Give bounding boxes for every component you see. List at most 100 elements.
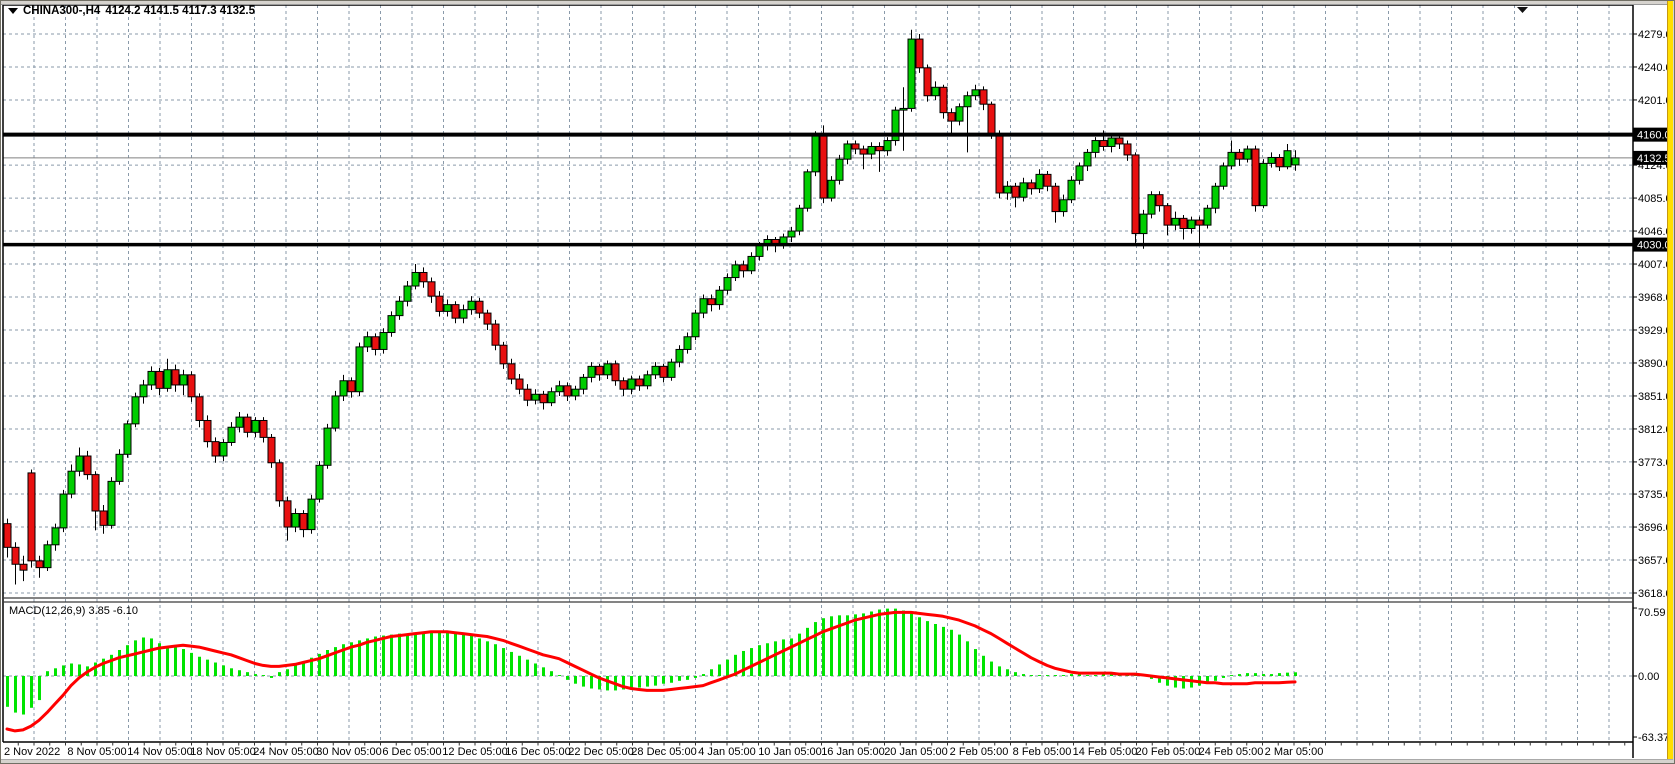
bull-candle-body <box>907 38 916 109</box>
bull-candle-body <box>1091 140 1100 153</box>
time-axis-label: 2 Mar 05:00 <box>1265 746 1324 758</box>
time-axis-label: 28 Dec 05:00 <box>631 746 696 758</box>
bull-candle-body <box>1203 207 1212 226</box>
bull-candle-body <box>1259 162 1268 207</box>
price-axis-label: 3812.0 <box>1638 424 1672 436</box>
price-axis-label: 4279.0 <box>1638 29 1672 41</box>
bear-candle-body <box>819 134 828 199</box>
bear-candle-body <box>35 560 44 569</box>
bear-candle-body <box>1027 182 1036 190</box>
bull-candle-body <box>683 336 692 350</box>
price-axis-label: 4046.0 <box>1638 226 1672 238</box>
bull-candle-body <box>931 86 940 97</box>
chart-title: CHINA300-,H4 4124.2 4141.5 4117.3 4132.5 <box>8 5 255 17</box>
price-axis-label: 3890.0 <box>1638 358 1672 370</box>
bull-candle-body <box>1283 150 1292 168</box>
bull-candle-body <box>355 346 364 393</box>
bull-candle-body <box>899 107 908 111</box>
bull-candle-body <box>795 207 804 232</box>
bear-candle-body <box>1131 154 1140 235</box>
time-axis-label: 30 Nov 05:00 <box>316 746 381 758</box>
candlestick-series <box>3 29 1300 585</box>
bear-candle-body <box>995 133 1004 194</box>
bull-candle-body <box>1243 148 1252 160</box>
bull-candle-body <box>843 143 852 160</box>
time-axis-label: 18 Nov 05:00 <box>190 746 255 758</box>
bear-candle-body <box>619 380 628 390</box>
bull-candle-body <box>443 304 452 312</box>
bull-candle-body <box>579 376 588 390</box>
bull-candle-body <box>307 498 316 531</box>
bull-candle-body <box>1059 199 1068 213</box>
bull-candle-body <box>627 378 636 390</box>
bull-candle-body <box>803 171 812 209</box>
bull-candle-body <box>227 426 236 443</box>
time-axis-label: 24 Feb 05:00 <box>1199 746 1264 758</box>
time-axis-label: 12 Dec 05:00 <box>442 746 507 758</box>
time-axis-label: 2 Feb 05:00 <box>950 746 1009 758</box>
bear-candle-body <box>451 304 460 319</box>
bull-candle-body <box>547 391 556 404</box>
chart-menu-triangle-icon[interactable] <box>8 8 18 14</box>
bull-candle-body <box>411 271 420 287</box>
bear-candle-body <box>243 416 252 433</box>
macd-axis-label: 70.59 <box>1638 607 1666 619</box>
bull-candle-body <box>1147 194 1156 215</box>
bull-candle-body <box>1083 151 1092 167</box>
bull-candle-body <box>251 419 260 433</box>
chart-shift-marker-icon[interactable] <box>1517 7 1528 13</box>
symbol-timeframe-label: CHINA300-,H4 <box>23 5 101 17</box>
time-axis-label: 6 Dec 05:00 <box>382 746 441 758</box>
bull-candle-body <box>1219 165 1228 187</box>
bear-candle-body <box>507 363 516 380</box>
bear-candle-body <box>1043 173 1052 187</box>
window-accent-stripe <box>1667 1 1673 759</box>
price-axis-label: 3696.0 <box>1638 522 1672 534</box>
bull-candle-body <box>723 277 732 291</box>
bear-candle-body <box>515 378 524 390</box>
bull-candle-body <box>867 145 876 155</box>
bear-candle-body <box>155 370 164 389</box>
bull-candle-body <box>459 309 468 319</box>
bull-candle-body <box>123 423 132 455</box>
bull-candle-body <box>291 513 300 528</box>
bull-candle-body <box>51 527 60 546</box>
price-line-label-box <box>1633 237 1674 252</box>
window-top-edge <box>1 1 1674 5</box>
bull-candle-body <box>883 140 892 152</box>
bear-candle-body <box>875 145 884 152</box>
current-price-label-box <box>1633 150 1674 165</box>
macd-histogram <box>6 608 1297 715</box>
bull-candle-body <box>395 300 404 317</box>
bear-candle-body <box>3 523 12 548</box>
bear-candle-body <box>1123 143 1132 156</box>
time-axis-label: 16 Dec 05:00 <box>505 746 570 758</box>
bull-candle-body <box>467 300 476 311</box>
bull-candle-body <box>603 363 612 376</box>
bull-candle-body <box>699 298 708 314</box>
bull-candle-body <box>787 230 796 238</box>
bear-candle-body <box>267 436 276 464</box>
bull-candle-body <box>315 464 324 500</box>
bear-candle-body <box>595 365 604 376</box>
bear-candle-body <box>1179 217 1188 230</box>
bull-candle-body <box>827 179 836 199</box>
price-axis-label: 3618.0 <box>1638 588 1672 600</box>
bull-candle-body <box>323 427 332 466</box>
bull-candle-body <box>339 380 348 397</box>
bear-candle-body <box>371 336 380 350</box>
bear-candle-body <box>611 363 620 382</box>
bear-candle-body <box>499 344 508 365</box>
bear-candle-body <box>939 86 948 114</box>
time-axis-label: 20 Feb 05:00 <box>1136 746 1201 758</box>
ohlc-readout: 4124.2 4141.5 4117.3 4132.5 <box>105 5 255 17</box>
bull-candle-body <box>139 384 148 398</box>
bear-candle-body <box>1099 140 1108 147</box>
bull-candle-body <box>747 255 756 272</box>
bull-candle-body <box>571 388 580 397</box>
bear-candle-body <box>915 38 924 69</box>
bull-candle-body <box>643 374 652 387</box>
bear-candle-body <box>91 474 100 512</box>
